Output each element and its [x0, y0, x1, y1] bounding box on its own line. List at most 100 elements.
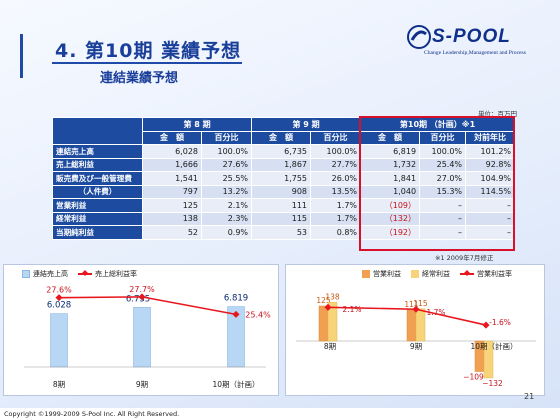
line-value-label: 25.4%: [245, 310, 271, 319]
sales-chart: 6.028 6.735 6.819 27.6% 27.7% 25.4% 8期 9期 10期（計画…: [24, 285, 271, 389]
page-number: 21: [524, 392, 535, 401]
period-header: 第10期 （計画）※1: [360, 117, 516, 132]
table-cell: 25.4%: [419, 157, 467, 172]
table-row: 売上総利益 1,666 27.6% 1,867 27.7% 1,732 25.4% 92.8%: [52, 157, 516, 172]
table-cell: 6,028: [142, 144, 202, 159]
table-cell: 1,841: [360, 171, 421, 186]
row-label: 連結売上高: [52, 144, 143, 159]
operating-profit-bar: [406, 309, 417, 342]
table-cell: 111: [251, 198, 312, 213]
bar-value-label: 111: [404, 300, 419, 309]
table-cell: 0.9%: [200, 225, 253, 240]
header-accent-bar: [20, 34, 23, 78]
table-cell: –: [465, 225, 516, 240]
row-label: 営業利益: [52, 198, 143, 213]
table-cell: 92.8%: [465, 157, 516, 172]
ordinary-profit-bar: [483, 340, 494, 379]
category-label: 9期: [136, 380, 148, 389]
table-cell: 1.7%: [310, 211, 362, 226]
table-cell: 797: [142, 184, 202, 199]
table-cell: 101.2%: [465, 144, 516, 159]
table-cell: 1.7%: [310, 198, 362, 213]
legend-swatch: [411, 270, 419, 278]
table-cell: 53: [251, 225, 312, 240]
operating-profit-bar: [318, 305, 329, 342]
company-logo: S-POOL Change Leadership,Management and …: [406, 24, 546, 64]
logo-brand-text: S-POOL: [432, 26, 511, 47]
table-cell: （109）: [360, 198, 421, 213]
table-cell: –: [419, 225, 467, 240]
legend-label: 売上総利益率: [95, 270, 137, 278]
legend-swatch: [362, 270, 370, 278]
unit-label: 単位：百万円: [478, 110, 517, 118]
bar-value-label: 138: [325, 292, 340, 301]
table-row: 当期純利益 52 0.9% 53 0.8% （192） – –: [52, 225, 516, 240]
bar-value-label: 6.819: [224, 294, 248, 304]
table-cell: 6,819: [360, 144, 421, 159]
table-cell: 52: [142, 225, 202, 240]
table-cell: –: [419, 198, 467, 213]
table-cell: 27.7%: [310, 157, 362, 172]
copyright-footer: Copyright ©1999-2009 S-Pool Inc. All Rig…: [0, 408, 560, 420]
table-row: （人件費） 797 13.2% 908 13.5% 1,040 15.3% 114.5%: [52, 184, 516, 199]
table-cell: –: [465, 198, 516, 213]
legend-label: 経常利益: [422, 270, 450, 278]
sales-chart-panel: 連結売上高 売上総利益率 6.028 6.735 6.819 27.6% 27.7% 25…: [3, 264, 279, 396]
table-cell: 115: [251, 211, 312, 226]
column-header: 金 額: [251, 130, 312, 145]
table-corner: [52, 117, 143, 145]
table-cell: 908: [251, 184, 312, 199]
table-cell: 25.5%: [200, 171, 253, 186]
logo-mark-icon: [407, 25, 431, 49]
sales-bar: [50, 313, 68, 368]
bar-value-label: 115: [413, 299, 428, 308]
table-cell: 1,867: [251, 157, 312, 172]
line-value-label: 2.1%: [342, 305, 361, 314]
line-value-label: 1.7%: [426, 308, 445, 317]
table-cell: 100.0%: [310, 144, 362, 159]
table-cell: 15.3%: [419, 184, 467, 199]
table-cell: 100.0%: [200, 144, 253, 159]
page-subtitle: 連結業績予想: [100, 71, 179, 86]
legend-line-marker: [460, 273, 474, 275]
category-label: 8期: [324, 342, 336, 351]
row-label: 売上総利益: [52, 157, 143, 172]
column-header: 百分比: [200, 130, 253, 145]
table-row: 連結売上高 6,028 100.0% 6,735 100.0% 6,819 100.0% 10…: [52, 144, 516, 159]
period-header: 第 9 期: [251, 117, 362, 132]
table-cell: 138: [142, 211, 202, 226]
category-label: 10期（計画）: [212, 379, 259, 389]
table-cell: 0.8%: [310, 225, 362, 240]
category-label: 8期: [53, 380, 65, 389]
table-cell: 100.0%: [419, 144, 467, 159]
table-cell: 13.2%: [200, 184, 253, 199]
legend-label: 連結売上高: [33, 270, 68, 278]
table-cell: 125: [142, 198, 202, 213]
column-header: 対前年比: [465, 130, 516, 145]
table-cell: 13.5%: [310, 184, 362, 199]
category-label: 9期: [410, 342, 422, 351]
column-header: 金 額: [142, 130, 202, 145]
legend-line-marker: [78, 273, 92, 275]
table-cell: 26.0%: [310, 171, 362, 186]
table-cell: 27.6%: [200, 157, 253, 172]
table-cell: 1,040: [360, 184, 421, 199]
margin-point: [138, 293, 146, 301]
row-label: （人件費）: [52, 184, 143, 199]
line-value-label: 27.7%: [129, 285, 155, 294]
profit-chart-legend: 営業利益 経常利益 営業利益率: [362, 269, 522, 279]
bar-value-label: 6.028: [47, 301, 71, 311]
category-label: 10期（計画）: [470, 341, 517, 351]
bar-value-label: 125: [316, 296, 331, 305]
line-value-label: -1.6%: [489, 318, 511, 327]
page-title: 4. 第10期 業績予想: [55, 40, 242, 62]
column-header: 百分比: [419, 130, 467, 145]
table-row: 経常利益 138 2.3% 115 1.7% （132） – –: [52, 211, 516, 226]
table-row: 営業利益 125 2.1% 111 1.7% （109） – –: [52, 198, 516, 213]
table-cell: 2.3%: [200, 211, 253, 226]
title-underline: [52, 62, 242, 64]
table-cell: 27.0%: [419, 171, 467, 186]
row-label: 経常利益: [52, 211, 143, 226]
column-header: 金 額: [360, 130, 421, 145]
revision-note: ※1 2009年7月修正: [435, 254, 494, 262]
